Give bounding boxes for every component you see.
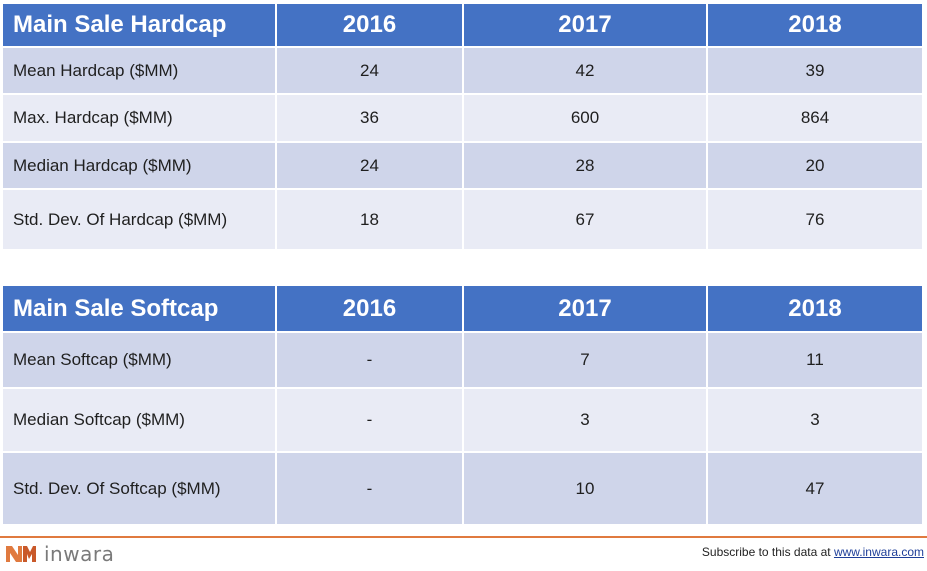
cell-2017: 28 [463,141,708,189]
softcap-header-row: Main Sale Softcap 2016 2017 2018 [3,286,922,332]
cell-2016: 24 [276,46,464,94]
table-row: Std. Dev. Of Hardcap ($MM) 18 67 76 [3,188,922,249]
hardcap-header-row: Main Sale Hardcap 2016 2017 2018 [3,4,922,47]
cell-2018: 11 [707,331,922,388]
cell-2017: 10 [463,451,708,524]
row-label: Median Hardcap ($MM) [3,141,277,189]
table-row: Mean Softcap ($MM) - 7 11 [3,331,922,388]
table-row: Std. Dev. Of Softcap ($MM) - 10 47 [3,451,922,524]
cell-2017: 600 [463,93,708,142]
inwara-logo-icon [6,546,36,562]
softcap-header-2018: 2018 [707,286,922,332]
row-label: Max. Hardcap ($MM) [3,93,277,142]
hardcap-header-2016: 2016 [276,4,464,47]
cell-2016: - [276,331,464,388]
hardcap-header-2017: 2017 [463,4,708,47]
hardcap-header-label: Main Sale Hardcap [3,4,277,47]
table-row: Mean Hardcap ($MM) 24 42 39 [3,46,922,94]
cell-2016: 18 [276,188,464,249]
row-label: Mean Softcap ($MM) [3,331,277,388]
cell-2016: - [276,451,464,524]
softcap-header-2017: 2017 [463,286,708,332]
footer-divider [0,536,927,538]
subscribe-link[interactable]: www.inwara.com [833,545,924,559]
softcap-header-label: Main Sale Softcap [3,286,277,332]
table-row: Median Hardcap ($MM) 24 28 20 [3,141,922,189]
row-label: Std. Dev. Of Softcap ($MM) [3,451,277,524]
cell-2018: 39 [707,46,922,94]
cell-2018: 3 [707,387,922,452]
cell-2017: 42 [463,46,708,94]
table-row: Max. Hardcap ($MM) 36 600 864 [3,93,922,142]
inwara-logo: inwara [6,542,114,566]
hardcap-header-2018: 2018 [707,4,922,47]
cell-2017: 67 [463,188,708,249]
row-label: Median Softcap ($MM) [3,387,277,452]
logo-wordmark: inwara [44,542,115,566]
subscribe-text: Subscribe to this data at [701,545,834,559]
row-label: Mean Hardcap ($MM) [3,46,277,94]
softcap-header-2016: 2016 [276,286,464,332]
cell-2018: 76 [707,188,922,249]
cell-2018: 864 [707,93,922,142]
cell-2016: 36 [276,93,464,142]
subscribe-note: Subscribe to this data at www.inwara.com [702,545,924,559]
cell-2017: 7 [463,331,708,388]
cell-2018: 20 [707,141,922,189]
row-label: Std. Dev. Of Hardcap ($MM) [3,188,277,249]
hardcap-table: Main Sale Hardcap 2016 2017 2018 Mean Ha… [3,4,922,249]
cell-2017: 3 [463,387,708,452]
cell-2016: 24 [276,141,464,189]
cell-2018: 47 [707,451,922,524]
cell-2016: - [276,387,464,452]
table-row: Median Softcap ($MM) - 3 3 [3,387,922,452]
softcap-table: Main Sale Softcap 2016 2017 2018 Mean So… [3,286,922,524]
